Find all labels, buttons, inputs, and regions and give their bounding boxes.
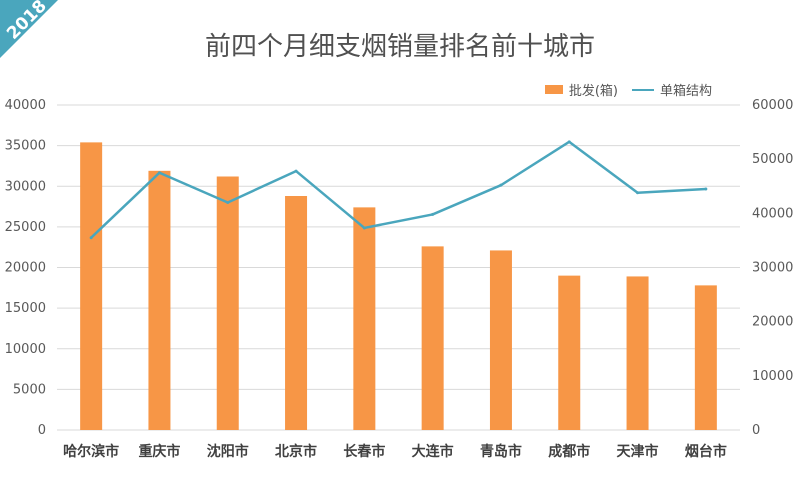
y-left-tick-label: 40000 [5, 98, 46, 113]
bar [489, 250, 512, 430]
y-right-tick-label: 20000 [752, 315, 793, 330]
bar [80, 142, 103, 430]
bar [626, 276, 649, 430]
line-point [294, 169, 298, 173]
y-right-tick-label: 60000 [752, 98, 793, 113]
x-category-label: 烟台市 [685, 443, 727, 460]
legend-item-line: 单箱结构 [631, 80, 712, 99]
legend-label-bar: 批发(箱) [568, 84, 618, 99]
x-category-label: 长春市 [343, 443, 385, 460]
year-badge [0, 0, 58, 58]
y-left-tick-label: 15000 [5, 301, 46, 316]
x-category-label: 哈尔滨市 [63, 443, 119, 460]
y-left-tick-label: 20000 [5, 261, 46, 276]
y-left-tick-label: 5000 [13, 382, 46, 397]
y-left-tick-label: 30000 [5, 179, 46, 194]
x-category-label: 大连市 [412, 443, 454, 460]
legend-item-bar: 批发(箱) [544, 80, 618, 99]
line-point [431, 212, 435, 216]
bar [558, 275, 581, 430]
legend-swatch-line [631, 88, 654, 91]
y-right-tick-label: 10000 [752, 369, 793, 384]
legend-swatch-bar [544, 85, 563, 94]
x-category-label: 沈阳市 [207, 443, 249, 460]
y-left-tick-label: 0 [38, 423, 46, 438]
bar [148, 170, 171, 430]
y-right-tick-label: 0 [752, 423, 760, 438]
y-left-tick-label: 10000 [5, 342, 46, 357]
x-category-label: 成都市 [548, 443, 590, 460]
line-point [157, 171, 161, 175]
bar [353, 207, 376, 430]
chart-title: 前四个月细支烟销量排名前十城市 [204, 32, 595, 62]
line-point [567, 140, 571, 144]
bar [216, 176, 239, 430]
y-left-tick-label: 35000 [5, 139, 46, 154]
x-category-label: 青岛市 [480, 443, 522, 460]
y-right-tick-label: 30000 [752, 261, 793, 276]
line-point [362, 226, 366, 230]
x-category-label: 北京市 [275, 443, 317, 460]
y-right-tick-label: 40000 [752, 206, 793, 221]
legend: 批发(箱) 单箱结构 [531, 80, 712, 99]
line-point [89, 236, 93, 240]
x-category-label: 重庆市 [138, 443, 180, 460]
line-series [90, 140, 706, 239]
bar [285, 196, 308, 430]
y-left-tick-label: 25000 [5, 220, 46, 235]
x-category-label: 天津市 [617, 443, 659, 460]
bar [694, 285, 717, 430]
line-point [636, 191, 640, 195]
legend-label-line: 单箱结构 [659, 84, 712, 99]
line-point [499, 183, 503, 187]
bar [421, 246, 444, 430]
line-point [704, 187, 708, 191]
y-right-tick-label: 50000 [752, 152, 793, 167]
line-point [226, 201, 230, 204]
